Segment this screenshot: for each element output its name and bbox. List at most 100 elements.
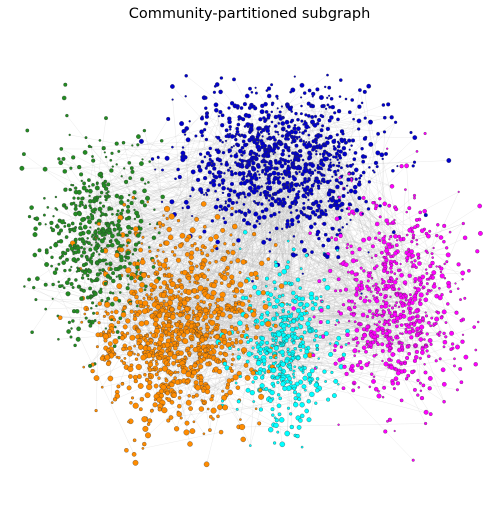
graph-node-orange <box>176 257 181 263</box>
graph-edge <box>293 142 346 343</box>
graph-node-cyan <box>322 278 327 282</box>
graph-edge <box>213 326 369 372</box>
graph-node-cyan <box>292 341 296 345</box>
graph-node-green <box>79 172 84 177</box>
graph-node-cyan <box>302 305 306 310</box>
graph-node-blue <box>315 232 320 237</box>
graph-edge <box>325 176 342 256</box>
graph-node-orange <box>219 296 225 302</box>
graph-edge <box>57 315 413 373</box>
graph-edge <box>294 277 391 358</box>
graph-node-magenta <box>371 379 376 384</box>
graph-node-magenta <box>439 266 444 271</box>
graph-node-blue <box>246 192 252 197</box>
graph-node-blue <box>203 193 206 196</box>
graph-node-magenta <box>390 314 394 318</box>
graph-node-blue <box>213 84 217 88</box>
graph-node-magenta <box>460 339 465 344</box>
graph-node-magenta <box>455 344 460 350</box>
graph-node-orange <box>243 313 249 319</box>
graph-node-green <box>160 194 165 200</box>
graph-node-magenta <box>372 284 375 288</box>
graph-node-green <box>106 223 111 228</box>
graph-node-blue <box>321 163 326 167</box>
graph-node-magenta <box>413 225 417 230</box>
graph-edge <box>142 431 222 449</box>
graph-node-blue <box>292 176 297 182</box>
graph-node-magenta <box>373 206 378 211</box>
graph-node-orange <box>248 294 253 298</box>
graph-node-magenta <box>390 381 395 386</box>
graph-node-cyan <box>281 293 285 297</box>
graph-node-blue <box>361 159 366 164</box>
graph-node-blue <box>287 188 292 193</box>
graph-node-blue <box>213 204 219 210</box>
graph-node-blue <box>331 139 337 144</box>
graph-node-cyan <box>246 351 252 357</box>
graph-node-green <box>131 144 134 147</box>
graph-node-magenta <box>382 385 387 390</box>
graph-node-blue <box>276 107 279 110</box>
graph-edge <box>86 256 209 311</box>
graph-node-orange <box>206 278 210 282</box>
graph-node-blue <box>316 135 320 139</box>
graph-node-green <box>68 133 71 137</box>
graph-node-cyan <box>276 331 282 337</box>
graph-node-orange <box>184 357 188 361</box>
graph-node-cyan <box>324 284 331 291</box>
graph-node-orange <box>119 247 125 253</box>
graph-node-green <box>104 155 108 159</box>
graph-edge <box>89 321 445 343</box>
graph-node-blue <box>292 138 297 143</box>
graph-node-green <box>51 282 55 287</box>
graph-node-orange <box>194 275 200 281</box>
graph-node-orange <box>112 338 119 345</box>
graph-edge <box>371 306 386 375</box>
graph-node-orange <box>233 294 237 299</box>
graph-node-magenta <box>456 262 461 267</box>
graph-node-orange <box>205 356 209 360</box>
graph-node-orange <box>195 247 200 252</box>
graph-node-cyan <box>277 272 282 277</box>
graph-node-green <box>90 279 94 283</box>
graph-node-blue <box>446 158 452 163</box>
graph-node-orange <box>245 324 249 328</box>
graph-edge <box>108 171 258 226</box>
graph-node-magenta <box>444 335 448 339</box>
graph-node-green <box>124 179 129 184</box>
graph-node-orange <box>137 268 141 272</box>
graph-node-blue <box>290 222 295 227</box>
graph-node-blue <box>280 121 286 126</box>
graph-node-blue <box>329 169 332 172</box>
graph-node-blue <box>232 144 235 148</box>
graph-edge <box>210 165 407 353</box>
graph-node-magenta <box>404 298 408 302</box>
graph-node-orange <box>161 223 165 227</box>
graph-edge <box>253 121 371 164</box>
graph-node-blue <box>278 116 283 121</box>
graph-edge <box>297 197 442 269</box>
graph-node-magenta <box>361 237 366 243</box>
graph-node-orange <box>239 333 245 339</box>
graph-node-green <box>135 270 139 274</box>
graph-node-orange <box>177 290 181 293</box>
graph-node-cyan <box>253 375 258 381</box>
graph-node-cyan <box>336 248 339 252</box>
graph-node-magenta <box>387 203 392 208</box>
graph-edge <box>128 201 226 253</box>
graph-node-magenta <box>362 327 366 332</box>
graph-node-orange <box>146 304 150 308</box>
graph-edge <box>267 187 355 356</box>
graph-edge <box>104 223 389 273</box>
graph-node-orange <box>95 332 101 338</box>
graph-edge <box>152 260 294 321</box>
graph-node-green <box>62 169 68 174</box>
graph-edge <box>64 112 335 172</box>
graph-node-cyan <box>319 295 323 298</box>
graph-node-orange <box>244 278 249 284</box>
graph-node-cyan <box>298 324 304 330</box>
graph-edge <box>241 177 341 312</box>
graph-node-blue <box>236 106 240 110</box>
graph-node-green <box>98 139 102 142</box>
graph-node-green <box>148 160 152 163</box>
